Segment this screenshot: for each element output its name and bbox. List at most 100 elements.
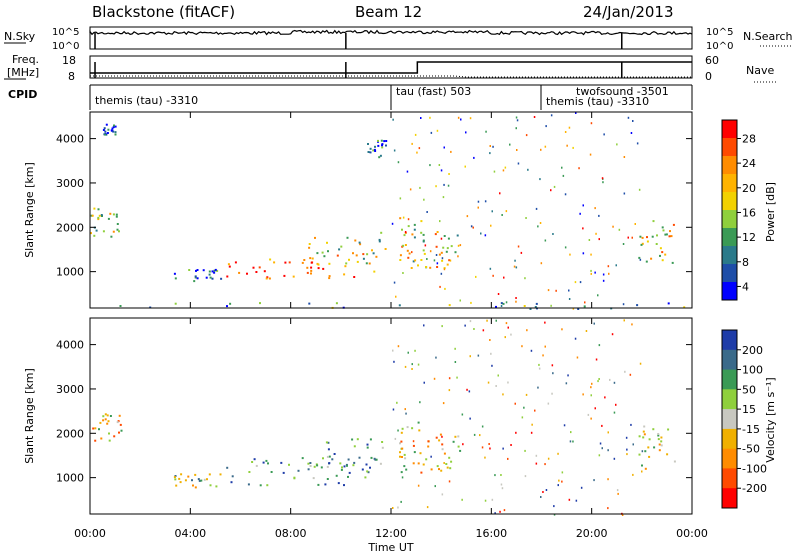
scatter-cell	[445, 463, 448, 465]
scatter-cell	[180, 473, 183, 476]
scatter-cell	[646, 240, 649, 243]
scatter-cell	[484, 456, 486, 459]
scatter-cell	[466, 215, 469, 218]
scatter-cell	[502, 447, 504, 450]
scatter-cell	[114, 133, 117, 136]
scatter-cell	[175, 484, 178, 487]
scatter-cell	[641, 470, 643, 473]
scatter-cell	[358, 241, 361, 244]
scatter-cell	[410, 267, 413, 269]
scatter-cell	[495, 305, 497, 308]
scatter-cell	[441, 325, 443, 328]
scatter-cell	[504, 166, 507, 169]
scatter-cell	[198, 479, 201, 482]
scatter-cell	[435, 436, 438, 439]
scatter-cell	[641, 450, 644, 453]
scatter-cell	[539, 222, 542, 224]
scatter-cell	[459, 299, 461, 302]
scatter-cell	[118, 431, 120, 434]
scatter-cell	[443, 267, 446, 270]
scatter-cell	[114, 131, 117, 134]
scatter-cell	[477, 206, 479, 209]
scatter-cell	[448, 480, 451, 483]
colorbar-swatch	[722, 488, 737, 509]
scatter-cell	[551, 364, 554, 367]
scatter-cell	[470, 225, 473, 228]
scatter-cell	[367, 471, 370, 474]
scatter-cell	[398, 304, 401, 307]
scatter-cell	[526, 329, 528, 332]
scatter-cell	[562, 174, 565, 177]
colorbar-swatch	[722, 428, 737, 450]
freq-label-top: Freq.	[12, 53, 39, 66]
nsky-series	[89, 29, 693, 36]
x-tick-label: 12:00	[375, 527, 407, 540]
scatter-cell	[369, 147, 372, 150]
scatter-cell	[435, 356, 437, 359]
scatter-cell	[195, 269, 197, 272]
scatter-cell	[439, 285, 441, 288]
scatter-cell	[359, 243, 362, 246]
scatter-cell	[193, 280, 196, 283]
scatter-cell	[450, 150, 452, 153]
scatter-cell	[407, 256, 410, 259]
scatter-cell	[572, 146, 574, 149]
scatter-cell	[379, 154, 382, 157]
scatter-cell	[603, 133, 605, 136]
scatter-cell	[327, 250, 329, 253]
scatter-cell	[411, 363, 413, 366]
scatter-cell	[442, 246, 445, 249]
scatter-cell	[377, 139, 379, 142]
scatter-cell	[639, 258, 642, 261]
scatter-cell	[473, 328, 475, 330]
scatter-cell	[582, 393, 584, 396]
scatter-cell	[615, 403, 617, 406]
scatter-cell	[280, 461, 283, 464]
scatter-cell	[448, 377, 451, 380]
scatter-cell	[335, 302, 338, 305]
scatter-cell	[394, 437, 397, 440]
scatter-cell	[538, 367, 541, 370]
scatter-cell	[435, 245, 438, 248]
scatter-cell	[336, 254, 339, 257]
scatter-cell	[297, 469, 300, 472]
scatter-cell	[110, 129, 113, 132]
scatter-cell	[178, 477, 181, 480]
scatter-cell	[417, 264, 419, 267]
scatter-cell	[343, 273, 346, 276]
scatter-cell	[636, 142, 639, 145]
scatter-cell	[417, 363, 420, 366]
scatter-cell	[450, 245, 453, 248]
scatter-cell	[667, 302, 670, 305]
scatter-cell	[226, 305, 228, 308]
scatter-cell	[683, 306, 686, 309]
scatter-cell	[500, 305, 503, 307]
scatter-cell	[371, 249, 373, 252]
scatter-cell	[638, 188, 641, 191]
scatter-cell	[406, 249, 409, 252]
scatter-cell	[248, 471, 251, 473]
scatter-cell	[557, 484, 559, 487]
scatter-cell	[331, 458, 334, 461]
scatter-cell	[440, 272, 443, 275]
scatter-cell	[500, 483, 503, 486]
scatter-cell	[174, 277, 177, 280]
scatter-cell	[643, 433, 646, 436]
scatter-cell	[184, 479, 187, 482]
scatter-cell	[585, 330, 588, 332]
scatter-cell	[590, 253, 592, 256]
scatter-cell	[671, 261, 674, 264]
station-title: Blackstone (fitACF)	[92, 3, 235, 21]
scatter-cell	[490, 224, 492, 227]
scatter-cell	[608, 272, 610, 275]
scatter-cell	[525, 217, 527, 219]
freq-label-bottom: [MHz]	[7, 66, 39, 79]
scatter-cell	[358, 456, 361, 459]
scatter-cell	[618, 228, 621, 231]
noise-tick-right-bottom: 10^0	[706, 41, 733, 52]
scatter-cell	[417, 484, 420, 487]
scatter-cell	[457, 435, 460, 438]
scatter-cell	[284, 261, 287, 264]
scatter-cell	[348, 258, 350, 261]
scatter-cell	[584, 301, 586, 304]
